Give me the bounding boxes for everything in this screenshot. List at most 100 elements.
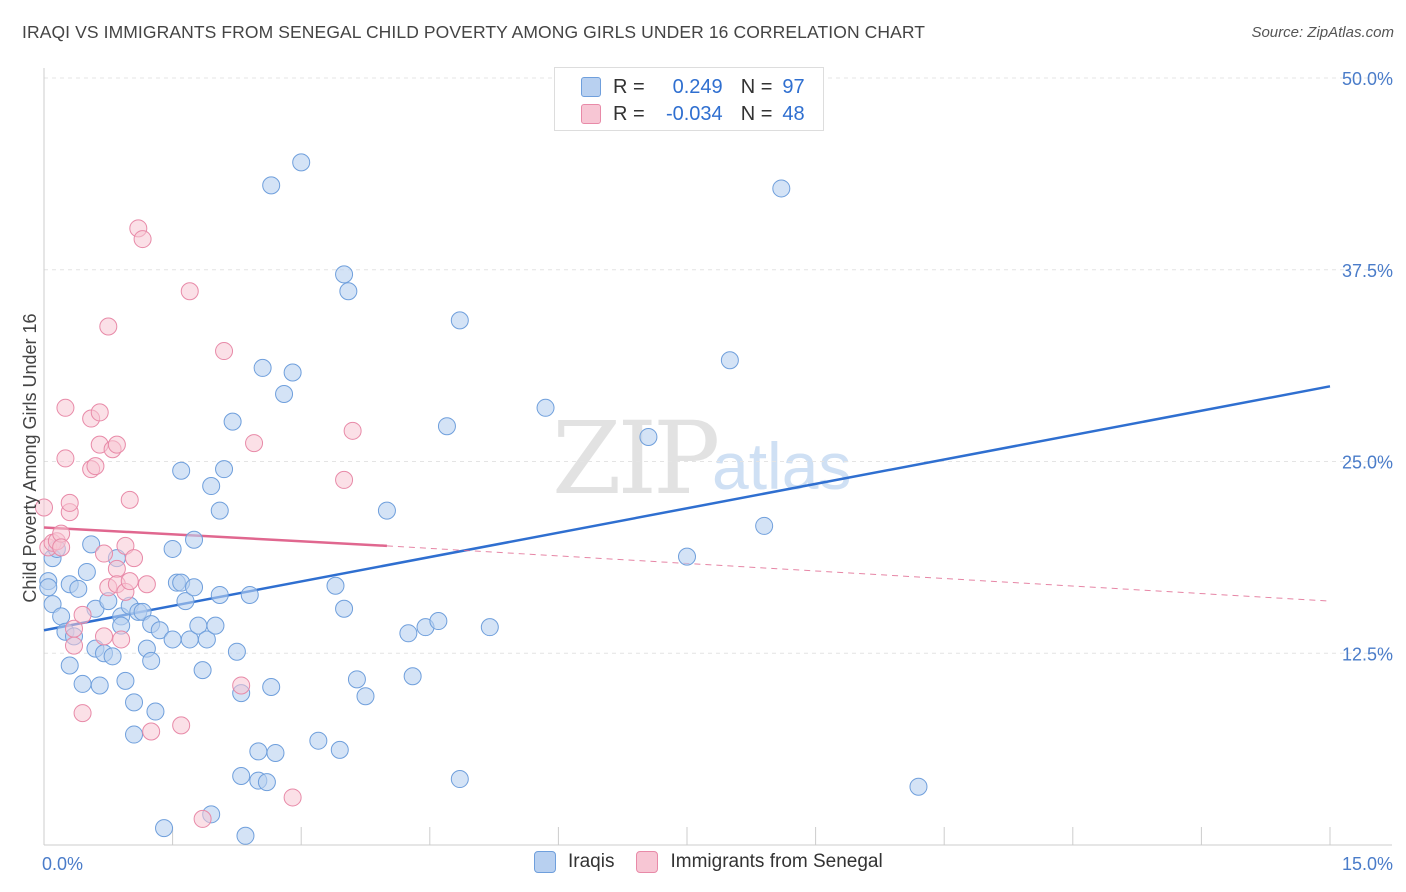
data-point-iraqis: [155, 819, 174, 838]
data-point-iraqis: [755, 516, 774, 535]
data-point-senegal: [35, 498, 53, 517]
data-point-senegal: [120, 490, 139, 509]
axes: [43, 68, 1392, 846]
data-point-senegal: [172, 716, 191, 735]
trend-line-iraqis: [43, 385, 1331, 632]
data-point-senegal: [125, 549, 144, 568]
x-tick-label: 15.0%: [1342, 854, 1393, 874]
bottom-legend-iraqis: Iraqis: [534, 851, 614, 873]
data-point-iraqis: [43, 595, 62, 614]
data-point-iraqis: [236, 826, 255, 845]
data-point-iraqis: [163, 630, 182, 649]
legend-r-label: R =: [613, 102, 645, 125]
data-point-iraqis: [678, 547, 696, 566]
data-point-iraqis: [330, 740, 349, 759]
data-point-iraqis: [429, 612, 448, 631]
legend-row-senegal: R = -0.034 N = 48: [581, 101, 805, 127]
data-point-senegal: [107, 559, 126, 578]
legend-r-value-iraqis: 0.249: [672, 75, 723, 98]
legend-n-value-iraqis: 97: [782, 75, 805, 98]
data-point-iraqis: [377, 501, 396, 520]
legend-n-value-senegal: 48: [782, 102, 805, 125]
data-point-iraqis: [133, 602, 152, 621]
data-point-senegal: [232, 676, 251, 695]
data-point-iraqis: [163, 539, 182, 558]
data-point-iraqis: [77, 562, 96, 581]
series-senegal: [35, 219, 362, 828]
legend-swatch-iraqis: [581, 77, 601, 97]
data-point-iraqis: [335, 599, 354, 618]
bottom-legend: Iraqis Immigrants from Senegal: [534, 851, 905, 873]
legend-n-label: N =: [740, 102, 773, 125]
data-point-iraqis: [772, 179, 791, 198]
data-point-senegal: [193, 809, 212, 828]
trend-line-senegal: [43, 526, 388, 548]
data-point-iraqis: [356, 687, 375, 706]
data-point-senegal: [65, 636, 84, 655]
data-point-senegal: [73, 605, 92, 624]
bottom-legend-senegal: Immigrants from Senegal: [636, 851, 883, 873]
legend-r-label: R =: [613, 75, 645, 98]
data-point-iraqis: [215, 460, 234, 479]
data-point-senegal: [90, 403, 109, 422]
data-point-senegal: [52, 538, 71, 557]
data-point-iraqis: [142, 651, 161, 670]
data-point-iraqis: [73, 674, 92, 693]
y-axis-label: Child Poverty Among Girls Under 16: [20, 313, 40, 602]
data-point-senegal: [120, 572, 139, 591]
data-point-iraqis: [150, 621, 169, 640]
data-point-senegal: [99, 317, 118, 336]
data-point-iraqis: [283, 363, 302, 382]
data-point-iraqis: [536, 398, 555, 417]
data-point-iraqis: [399, 624, 418, 643]
data-point-iraqis: [275, 385, 294, 404]
trend-lines: [43, 385, 1331, 632]
data-point-senegal: [116, 536, 135, 555]
data-point-senegal: [60, 493, 79, 512]
data-point-iraqis: [480, 618, 499, 637]
data-point-iraqis: [223, 412, 242, 431]
series-iraqis: [39, 153, 928, 845]
data-point-iraqis: [309, 731, 328, 750]
bottom-legend-label-senegal: Immigrants from Senegal: [670, 851, 883, 872]
data-point-iraqis: [206, 616, 225, 635]
data-point-iraqis: [172, 461, 191, 480]
data-point-senegal: [86, 457, 105, 476]
data-point-iraqis: [720, 351, 739, 370]
data-point-iraqis: [249, 742, 268, 761]
data-point-iraqis: [116, 671, 135, 690]
y-tick-label: 37.5%: [1342, 261, 1393, 281]
legend-row-iraqis: R = 0.249 N = 97: [581, 74, 805, 100]
legend-box: R = 0.249 N = 97 R = -0.034 N = 48: [554, 67, 824, 131]
y-tick-label: 25.0%: [1342, 453, 1393, 473]
data-point-senegal: [133, 230, 152, 249]
bottom-legend-swatch-iraqis: [534, 851, 556, 873]
data-point-iraqis: [403, 667, 422, 686]
data-point-senegal: [343, 421, 362, 440]
data-point-iraqis: [909, 777, 928, 796]
data-point-iraqis: [60, 656, 79, 675]
data-point-iraqis: [639, 427, 658, 446]
data-point-iraqis: [52, 607, 71, 626]
data-point-iraqis: [197, 630, 216, 649]
data-point-iraqis: [82, 535, 101, 554]
data-point-senegal: [283, 788, 302, 807]
data-point-iraqis: [326, 576, 345, 595]
data-point-iraqis: [262, 677, 281, 696]
data-point-iraqis: [347, 670, 366, 689]
watermark-zip: ZIP: [552, 400, 720, 517]
data-point-senegal: [56, 449, 75, 468]
data-point-iraqis: [210, 585, 229, 604]
y-tick-label: 50.0%: [1342, 69, 1393, 89]
chart-title: IRAQI VS IMMIGRANTS FROM SENEGAL CHILD P…: [22, 22, 926, 42]
data-point-iraqis: [335, 265, 354, 284]
data-point-senegal: [245, 434, 264, 453]
data-point-iraqis: [437, 417, 456, 436]
data-point-iraqis: [185, 578, 204, 597]
bottom-legend-swatch-senegal: [636, 851, 659, 873]
data-point-senegal: [335, 470, 354, 489]
data-point-senegal: [107, 435, 126, 454]
data-point-iraqis: [39, 578, 58, 597]
data-point-senegal: [180, 282, 199, 301]
